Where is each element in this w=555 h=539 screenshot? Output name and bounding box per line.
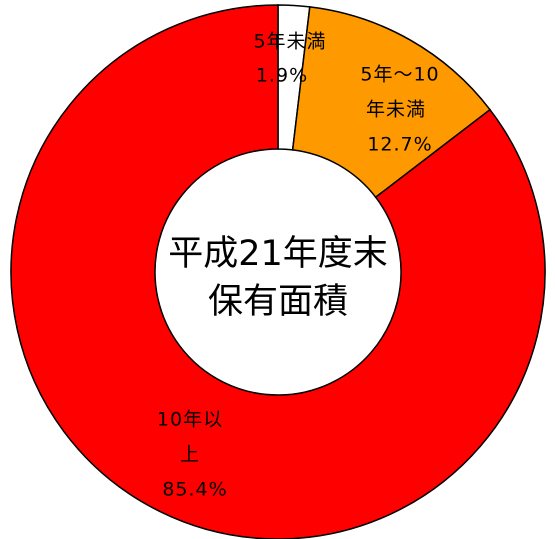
- value-label: 1.9%: [256, 65, 308, 87]
- segment-label: 年未満: [366, 99, 426, 121]
- value-label: 12.7%: [367, 134, 432, 156]
- center-text: 平成21年度末: [168, 234, 388, 274]
- donut-segment: [10, 4, 546, 539]
- value-label: 85.4%: [162, 479, 227, 501]
- center-text: 保有面積: [208, 282, 348, 322]
- segment-label: 上: [180, 444, 200, 466]
- segment-label: 5年～10: [360, 64, 439, 86]
- segment-label: 10年以: [157, 409, 223, 431]
- segment-label: 5年未満: [253, 31, 326, 53]
- donut-segment: [291, 6, 492, 199]
